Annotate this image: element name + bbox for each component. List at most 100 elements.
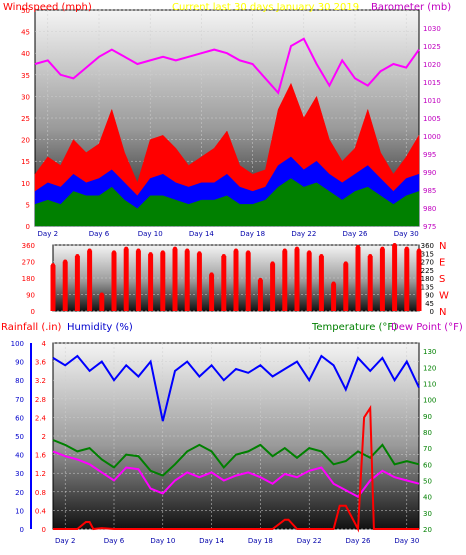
direction-point — [404, 246, 409, 251]
rain-x-tick-label: Day 26 — [346, 537, 372, 545]
direction-point — [148, 252, 153, 257]
barometer-tick-label: 1000 — [423, 133, 441, 141]
direction-point — [185, 248, 190, 253]
direction-point — [87, 248, 92, 253]
barometer-tick-label: 1015 — [423, 79, 441, 87]
barometer-tick-label: 990 — [423, 169, 436, 177]
barometer-tick-label: 975 — [423, 223, 436, 231]
humidity-tick-label: 90 — [15, 359, 24, 367]
barometer-tick-label: 1010 — [423, 97, 441, 105]
humidity-tick-label: 10 — [15, 507, 24, 515]
direction-point — [307, 250, 312, 255]
rain-x-tick-label: Day 22 — [297, 537, 322, 545]
barometer-tick-label: 1030 — [423, 25, 441, 33]
direction-point — [282, 248, 287, 253]
direction-tick-label: 180 — [22, 275, 35, 283]
temperature-tick-label: 40 — [423, 494, 432, 502]
direction-point — [63, 259, 68, 264]
temperature-tick-label: 70 — [423, 445, 432, 453]
barometer-axis-label: Barometer (mb) — [371, 2, 451, 13]
rain-x-axis-ticks: Day 2 Day 6 Day 10 Day 14 Day 18 Day 22 Day 26… — [55, 537, 419, 545]
rainfall-line — [53, 404, 419, 533]
wind-x-tick-label: Day 2 — [38, 230, 59, 238]
barometer-tick-label: 1005 — [423, 115, 441, 123]
temperature-tick-label: 30 — [423, 510, 432, 518]
wind-x-tick-label: Day 26 — [343, 230, 369, 238]
temperature-tick-label: 120 — [423, 364, 436, 372]
direction-left-ticks: 0 90 180 270 360 — [22, 242, 35, 316]
temperature-tick-label: 80 — [423, 429, 432, 437]
direction-point — [209, 272, 214, 277]
windspeed-axis-ticks: 0 5 10 15 20 25 30 35 40 45 50 — [21, 7, 30, 231]
wind-x-tick-label: Day 18 — [240, 230, 265, 238]
wind-x-tick-label: Day 14 — [189, 230, 215, 238]
wind-speed-area — [34, 178, 420, 227]
direction-point — [136, 248, 141, 253]
rainfall-tick-label: 2.4 — [35, 414, 47, 422]
direction-point — [51, 263, 55, 268]
temperature-line — [52, 439, 420, 477]
windspeed-tick-label: 20 — [21, 137, 30, 145]
temperature-axis-label: Temperature (°F) — [311, 322, 397, 333]
rain-x-tick-label: Day 30 — [394, 537, 419, 545]
barometer-tick-label: 1020 — [423, 61, 441, 69]
windspeed-tick-label: 5 — [26, 201, 30, 209]
wind-x-axis-ticks: Day 2 Day 6 Day 10 Day 14 Day 18 Day 22 Day 26… — [38, 230, 419, 238]
direction-point — [234, 248, 238, 253]
rain-humidity-temp-panel: 0 0.4 0.8 1.2 1.6 2 2.4 2.8 3.2 3.6 4 0 10 20 30 40 50 6… — [11, 340, 437, 545]
direction-degree-label: 270 — [421, 259, 434, 267]
temperature-axis-ticks: 20 30 40 50 60 70 80 90 100 110 120 130 — [423, 348, 436, 534]
temperature-tick-label: 20 — [423, 526, 432, 534]
barometer-tick-label: 985 — [423, 187, 436, 195]
direction-tick-label: 270 — [22, 259, 35, 267]
windspeed-tick-label: 40 — [21, 50, 30, 58]
direction-tick-label: 360 — [22, 242, 35, 250]
humidity-tick-label: 100 — [11, 340, 24, 348]
windspeed-tick-label: 30 — [21, 93, 30, 101]
direction-point — [112, 250, 116, 255]
temperature-tick-label: 130 — [423, 348, 436, 356]
humidity-axis-label: Humidity (%) — [67, 322, 133, 333]
rainfall-tick-label: 3.6 — [35, 359, 47, 367]
temperature-tick-label: 110 — [423, 380, 436, 388]
wind-barometer-marks — [34, 37, 420, 227]
direction-point — [221, 254, 226, 258]
rain-x-tick-label: Day 18 — [248, 537, 273, 545]
rain-x-tick-label: Day 6 — [104, 537, 125, 545]
direction-point — [246, 250, 251, 255]
humidity-axis-ticks: 0 10 20 30 40 50 60 70 80 90 100 — [11, 340, 24, 534]
humidity-tick-label: 30 — [15, 470, 24, 478]
direction-point — [99, 292, 104, 297]
direction-marks — [50, 243, 422, 311]
direction-degree-label: 0 — [430, 308, 434, 316]
rain-x-tick-label: Day 2 — [55, 537, 76, 545]
windspeed-axis-label: Windspeed (mph) — [3, 2, 92, 13]
temperature-tick-label: 100 — [423, 397, 436, 405]
direction-point — [197, 251, 202, 256]
temperature-tick-label: 60 — [423, 461, 432, 469]
barometer-tick-label: 1025 — [423, 43, 441, 51]
direction-degree-label: 225 — [421, 267, 434, 275]
wind-x-tick-label: Day 10 — [138, 230, 163, 238]
direction-point — [417, 248, 421, 253]
rain-x-tick-label: Day 14 — [199, 537, 225, 545]
wind-x-tick-label: Day 30 — [394, 230, 419, 238]
compass-label: S — [439, 274, 445, 285]
windspeed-tick-label: 25 — [21, 115, 30, 123]
barometer-line — [34, 37, 420, 95]
rain-humidity-temp-marks — [52, 354, 420, 533]
humidity-tick-label: 70 — [15, 396, 24, 404]
rainfall-axis-ticks: 0 0.4 0.8 1.2 1.6 2 2.4 2.8 3.2 3.6 4 — [35, 340, 47, 534]
direction-point — [319, 254, 324, 258]
direction-point — [343, 261, 348, 266]
rainfall-tick-label: 4 — [42, 340, 47, 348]
compass-label: N — [439, 241, 446, 252]
direction-point — [380, 246, 385, 251]
humidity-tick-label: 50 — [15, 433, 24, 441]
direction-point — [270, 261, 275, 266]
